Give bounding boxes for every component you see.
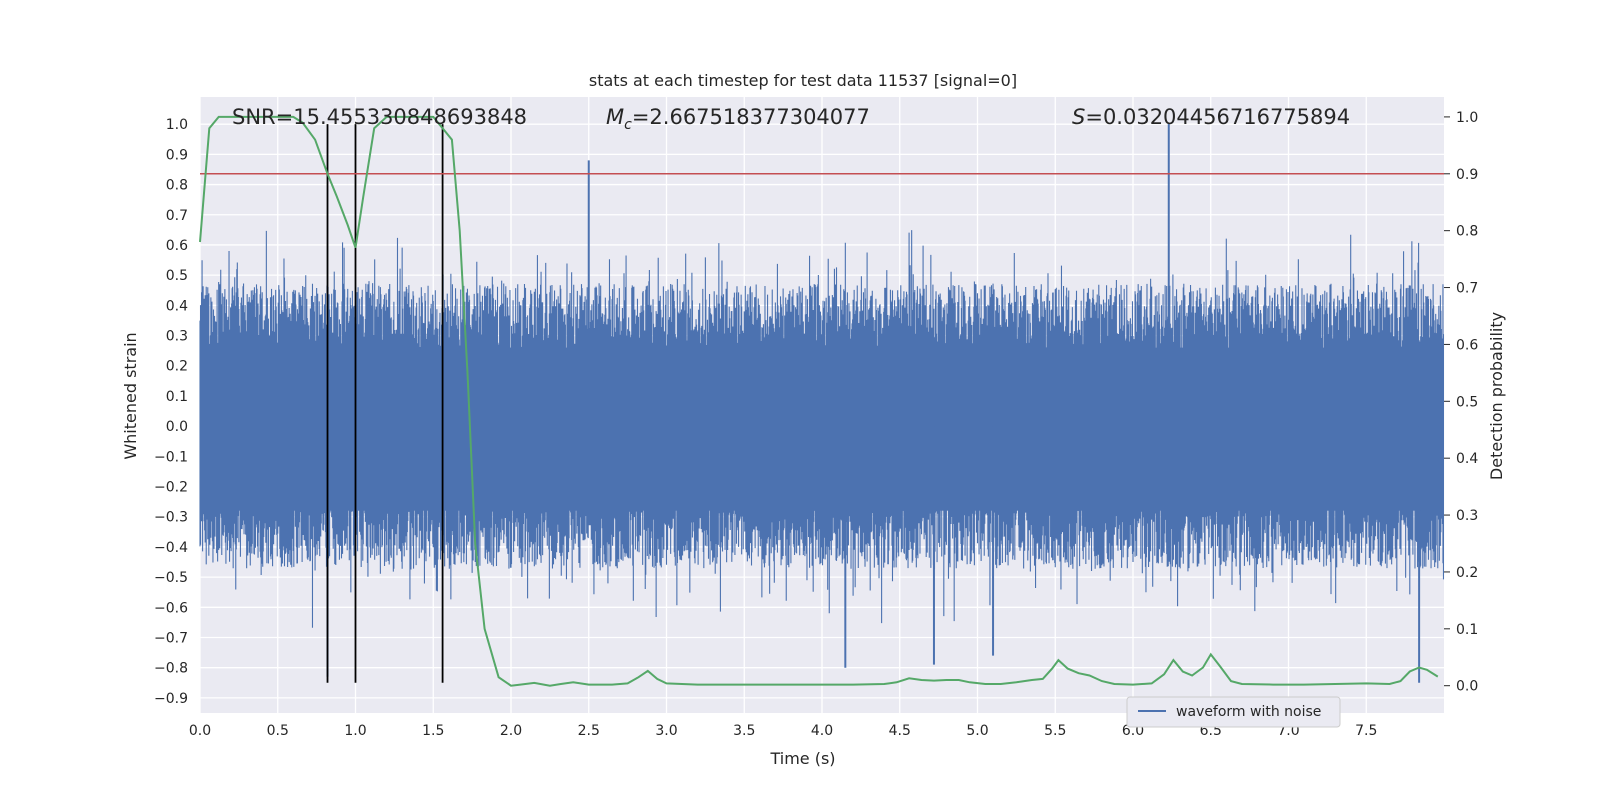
y-tick-label: −0.8 [154,661,188,677]
y-right-tick-label: 0.1 [1456,622,1478,638]
legend: waveform with noise [1126,696,1341,728]
legend-box [1126,696,1341,728]
y-right-tick-label: 0.7 [1456,281,1478,297]
chart-title: stats at each timestep for test data 115… [589,71,1017,90]
snr-annotation: SNR=15.455330848693848 [232,105,527,129]
y-tick-label: 0.9 [166,147,188,163]
y-right-tick-label: 0.3 [1456,508,1478,524]
y-tick-label: 0.2 [166,359,188,375]
y-tick-label: 0.0 [166,419,188,435]
y-tick-label: −0.9 [154,691,188,707]
waveform-series [199,124,1445,683]
y-tick-label: −0.3 [154,510,188,526]
x-tick-label: 7.5 [1355,723,1377,739]
waveform-core [200,347,1444,511]
x-tick-label: 5.0 [966,723,988,739]
score-annotation: S=0.03204456716775894 [1072,105,1350,129]
y-axis-label-right: Detection probability [1487,312,1506,480]
x-tick-label: 3.0 [655,723,677,739]
y-right-tick-label: 0.0 [1456,679,1478,695]
y-right-tick-label: 0.2 [1456,565,1478,581]
y-right-tick-label: 1.0 [1456,110,1478,126]
x-tick-label: 1.0 [344,723,366,739]
probability-series-line [199,115,1439,687]
y-tick-label: 0.3 [166,329,188,345]
y-tick-label: 0.8 [166,178,188,194]
x-tick-label: 3.5 [733,723,755,739]
y-tick-label: 0.1 [166,389,188,405]
x-tick-label: 0.5 [267,723,289,739]
score-value: =0.03204456716775894 [1085,105,1350,129]
y-axis-label: Whitened strain [121,332,140,459]
chirp-mass-subscript: c [624,117,632,133]
y-right-tick-label: 0.4 [1456,451,1478,467]
y-tick-label: 1.0 [166,117,188,133]
legend-label-waveform: waveform with noise [1176,704,1321,720]
y-tick-label: 0.6 [166,238,188,254]
y-tick-label: −0.6 [154,600,188,616]
y-ticks-left: −0.9 −0.8 −0.7 −0.6 −0.5 −0.4 −0.3 −0.2 −0.1 0.0 0… [154,117,188,707]
chirp-mass-symbol: M [606,105,624,129]
x-tick-label: 2.5 [578,723,600,739]
score-symbol: S [1072,105,1085,129]
y-right-tick-label: 0.8 [1456,224,1478,240]
vertical-markers [326,124,444,683]
y-tick-label: −0.5 [154,570,188,586]
x-tick-label: 1.5 [422,723,444,739]
y-tick-label: −0.4 [154,540,188,556]
x-tick-label: 0.0 [189,723,211,739]
y-tick-label: −0.1 [154,449,188,465]
y-tick-label: −0.7 [154,631,188,647]
x-tick-label: 4.0 [811,723,833,739]
x-axis-label: Time (s) [769,749,835,768]
x-tick-label: 2.0 [500,723,522,739]
x-tick-label: 5.5 [1044,723,1066,739]
y-tick-label: −0.2 [154,480,188,496]
y-tick-label: 0.5 [166,268,188,284]
y-tick-label: 0.4 [166,298,188,314]
chirp-mass-annotation: Mc=2.667518377304077 [606,105,870,133]
chirp-mass-value: =2.667518377304077 [632,105,870,129]
x-tick-label: 4.5 [889,723,911,739]
y-right-tick-label: 0.9 [1456,167,1478,183]
y-ticks-right: 0.0 0.1 0.2 0.3 0.4 0.5 0.6 0.7 0.8 0.9 1.0 [1444,110,1478,695]
y-right-tick-label: 0.5 [1456,394,1478,410]
y-tick-label: 0.7 [166,208,188,224]
y-right-tick-label: 0.6 [1456,337,1478,353]
